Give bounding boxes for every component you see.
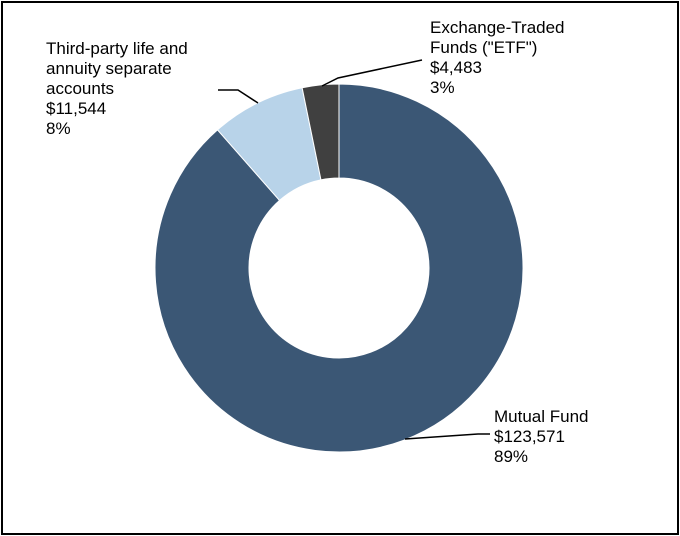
leader-line-third-party-accounts	[218, 89, 259, 104]
slice-percent-label: 8%	[46, 119, 71, 138]
slice-value-label: $123,571	[494, 427, 565, 446]
slice-label-mutual-fund: Mutual Fund $123,571 89%	[494, 407, 589, 467]
donut-slice	[154, 83, 524, 453]
donut-slices	[154, 83, 524, 453]
leader-line-mutual-fund	[404, 433, 490, 440]
leader-lines	[218, 59, 490, 440]
slice-label-line: Third-party life and	[46, 39, 188, 58]
donut-slice	[301, 83, 340, 181]
leader-line-etf	[321, 59, 423, 87]
slice-label-etf: Exchange-Traded Funds ("ETF") $4,483 3%	[430, 18, 565, 98]
slice-percent-label: 89%	[494, 447, 529, 466]
slice-label-line: accounts	[46, 79, 115, 98]
slice-percent-label: 3%	[430, 78, 455, 97]
slice-value-label: $11,544	[46, 99, 107, 118]
slice-label-line: Exchange-Traded	[430, 18, 565, 37]
slice-label-line: Mutual Fund	[494, 407, 589, 426]
slice-value-label: $4,483	[430, 58, 482, 77]
slice-label-line: annuity separate	[46, 59, 172, 78]
slice-label-third-party-accounts: Third-party life and annuity separate ac…	[46, 39, 188, 139]
slice-label-line: Funds ("ETF")	[430, 38, 538, 57]
